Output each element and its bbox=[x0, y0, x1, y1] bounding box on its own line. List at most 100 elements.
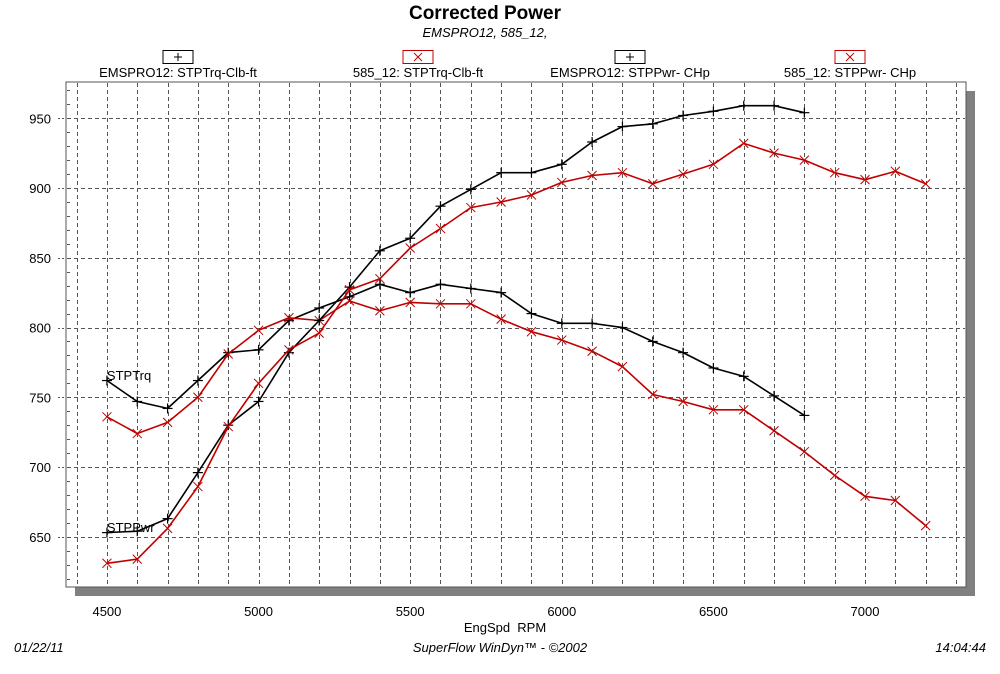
marker-x-b bbox=[193, 481, 203, 492]
data-point bbox=[920, 178, 931, 189]
y-tick-label: 650 bbox=[29, 530, 51, 545]
data-point bbox=[647, 389, 658, 400]
data-point bbox=[556, 335, 567, 345]
marker-x-b bbox=[496, 197, 506, 207]
marker-x-b bbox=[587, 170, 597, 181]
series-line bbox=[106, 142, 927, 565]
marker-x-b bbox=[587, 346, 597, 357]
data-point bbox=[587, 318, 598, 329]
marker-x-b bbox=[829, 470, 840, 481]
data-point bbox=[192, 467, 203, 478]
series-annotation: STPTrq bbox=[107, 368, 151, 383]
grid bbox=[67, 83, 965, 586]
marker-x-b bbox=[132, 428, 143, 439]
marker-x-b bbox=[405, 243, 416, 253]
data-point bbox=[132, 526, 143, 537]
footer-software: SuperFlow WinDyn™ - ©2002 bbox=[413, 640, 588, 655]
data-point bbox=[101, 375, 112, 386]
data-point bbox=[799, 446, 810, 457]
marker-x-b bbox=[799, 155, 810, 165]
marker-x-b bbox=[860, 491, 870, 502]
data-point bbox=[405, 243, 416, 253]
footer-date: 01/22/11 bbox=[14, 640, 64, 655]
marker-x-b bbox=[253, 325, 264, 336]
series-2 bbox=[102, 296, 931, 531]
marker-x-b bbox=[284, 312, 294, 323]
marker-x-b bbox=[374, 305, 385, 316]
data-point bbox=[162, 403, 173, 414]
marker-x-b bbox=[162, 523, 173, 534]
data-point bbox=[890, 166, 901, 177]
data-point bbox=[374, 279, 385, 290]
data-point bbox=[284, 312, 294, 323]
legend-item: EMSPRO12: STPTrq-Clb-ft bbox=[99, 50, 257, 80]
marker-x-b bbox=[617, 361, 628, 372]
legend-label: 585_12: STPTrq-Clb-ft bbox=[353, 65, 484, 80]
marker-x-b bbox=[708, 159, 719, 170]
data-point bbox=[617, 167, 628, 178]
data-point bbox=[587, 346, 597, 357]
data-point bbox=[223, 349, 234, 359]
data-point bbox=[253, 344, 264, 355]
data-point bbox=[435, 223, 446, 234]
data-point bbox=[647, 118, 658, 129]
data-point bbox=[253, 378, 264, 389]
marker-x-b bbox=[678, 396, 688, 407]
marker-x-b bbox=[374, 273, 385, 284]
data-point bbox=[587, 170, 597, 181]
data-point bbox=[465, 298, 476, 309]
data-point bbox=[769, 390, 780, 401]
data-point bbox=[647, 178, 658, 189]
x-tick-label: 7000 bbox=[851, 604, 880, 619]
legend-marker-x-icon bbox=[845, 52, 855, 62]
data-point bbox=[526, 326, 537, 337]
data-point bbox=[132, 428, 143, 439]
marker-x-b bbox=[860, 174, 870, 185]
marker-x-b bbox=[253, 378, 264, 389]
data-point bbox=[556, 159, 567, 170]
chart-title: Corrected Power bbox=[409, 3, 562, 24]
marker-x-b bbox=[162, 417, 173, 428]
data-point bbox=[435, 298, 446, 309]
data-point bbox=[920, 520, 931, 531]
data-point bbox=[587, 136, 598, 147]
data-point bbox=[617, 361, 628, 372]
marker-x-b bbox=[769, 148, 779, 158]
data-point bbox=[769, 148, 779, 158]
data-point bbox=[314, 328, 325, 338]
x-axis: 4500 5000 5500 6000 6500 7000 bbox=[92, 604, 879, 619]
data-point bbox=[769, 425, 779, 436]
data-point bbox=[465, 184, 476, 195]
data-point bbox=[193, 392, 203, 403]
marker-x-b bbox=[890, 166, 901, 177]
series-layer bbox=[101, 100, 931, 569]
marker-x-b bbox=[435, 223, 446, 234]
marker-x-b bbox=[314, 328, 325, 338]
legend-label: EMSPRO12: STPPwr- CHp bbox=[550, 65, 710, 80]
data-point bbox=[738, 404, 749, 415]
data-point bbox=[738, 371, 749, 382]
legend-marker-x-icon bbox=[413, 52, 423, 62]
data-point bbox=[799, 410, 810, 421]
data-point bbox=[192, 375, 203, 386]
data-point bbox=[617, 322, 628, 333]
data-point bbox=[223, 347, 234, 358]
y-tick-label: 750 bbox=[29, 390, 51, 405]
data-point bbox=[132, 554, 143, 564]
data-point bbox=[708, 106, 719, 117]
legend-item: 585_12: STPTrq-Clb-ft bbox=[353, 50, 484, 80]
marker-x-b bbox=[344, 285, 355, 295]
data-point bbox=[860, 174, 870, 185]
x-tick-label: 6000 bbox=[547, 604, 576, 619]
data-point bbox=[708, 404, 719, 415]
y-tick-label: 850 bbox=[29, 251, 51, 266]
data-point bbox=[314, 315, 325, 326]
y-minor-ticks bbox=[67, 90, 70, 580]
data-point bbox=[465, 283, 476, 294]
marker-x-b bbox=[344, 296, 355, 306]
data-point bbox=[708, 362, 719, 373]
data-point bbox=[678, 396, 688, 407]
data-point bbox=[526, 190, 537, 200]
data-point bbox=[496, 287, 507, 298]
marker-x-b bbox=[617, 167, 628, 178]
